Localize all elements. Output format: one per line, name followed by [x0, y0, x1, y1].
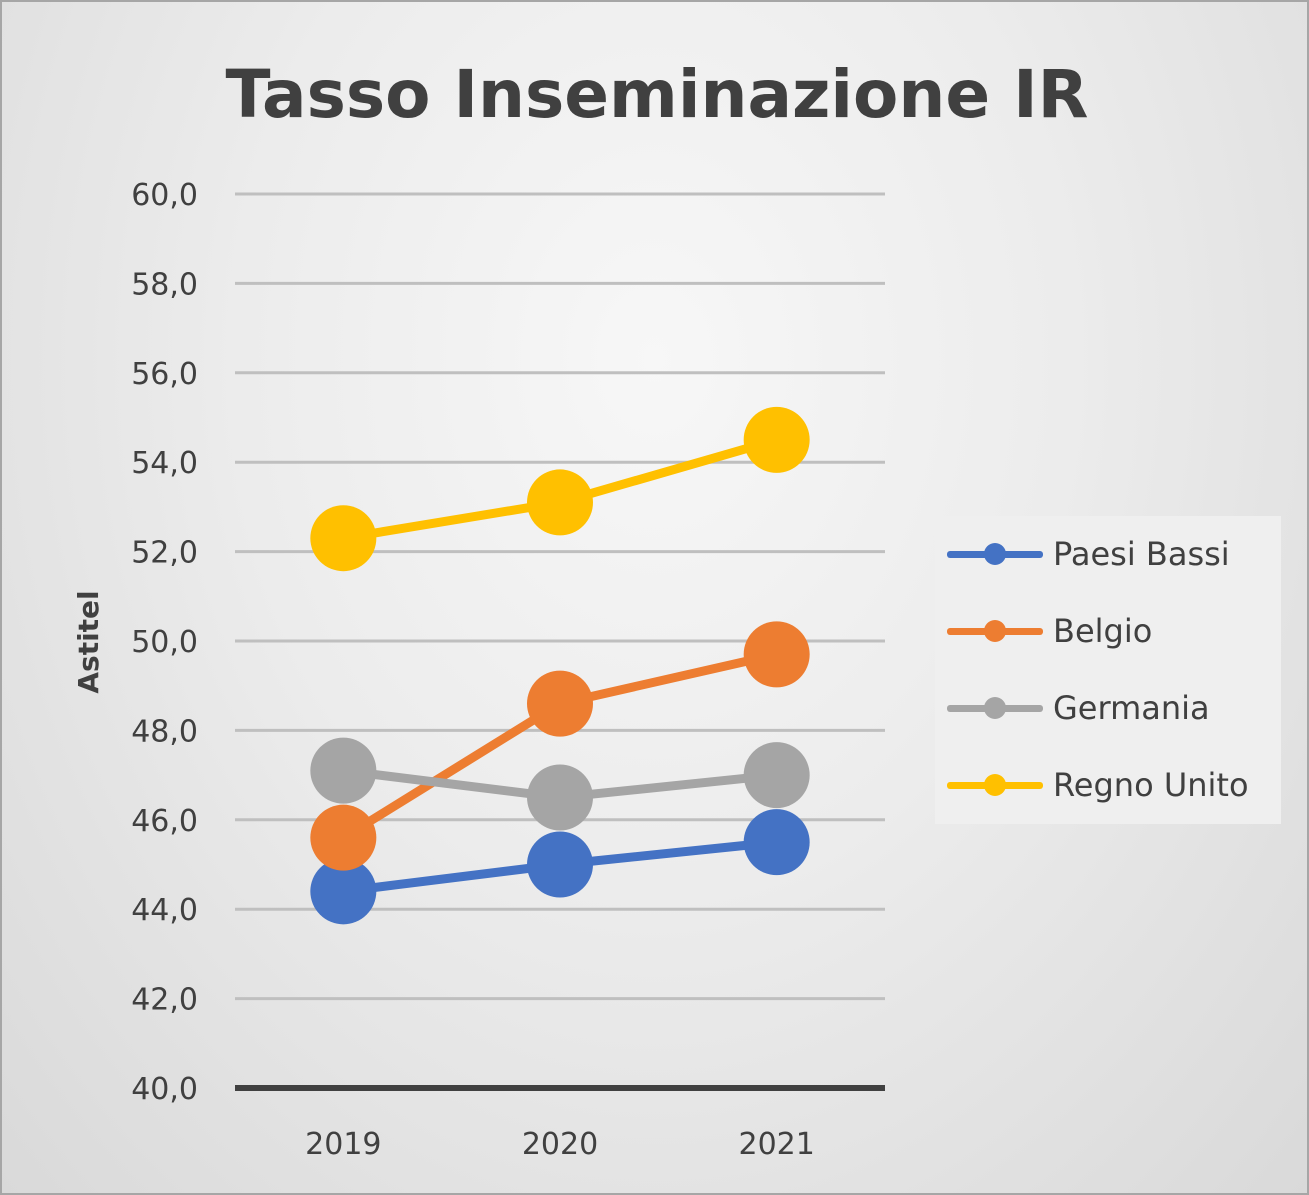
y-tick-label: 54,0: [131, 446, 198, 481]
x-tick-label: 2019: [305, 1127, 381, 1162]
data-point-germania: [310, 737, 377, 804]
y-tick-label: 40,0: [131, 1072, 198, 1107]
y-axis-ticks: 40,0 42,0 44,0 46,0 48,0 50,0 52,0 54,0 56,0 58,0…: [131, 178, 198, 1107]
series-layer: [310, 406, 810, 925]
legend-label: Belgio: [1053, 612, 1153, 650]
series-belgio: [310, 621, 810, 871]
data-point-paesi-bassi: [310, 858, 377, 925]
y-tick-label: 42,0: [131, 983, 198, 1018]
data-point-paesi-bassi: [527, 831, 593, 898]
series-paesi-bassi: [310, 809, 810, 925]
y-tick-label: 52,0: [131, 536, 198, 571]
legend-item-germania[interactable]: Germania: [935, 688, 1210, 728]
legend-item-paesi-bassi[interactable]: Paesi Bassi: [935, 534, 1230, 574]
legend-item-regno-unito[interactable]: Regno Unito: [935, 765, 1249, 805]
series-regno-unito: [310, 406, 810, 572]
y-tick-label: 50,0: [131, 625, 198, 660]
y-tick-label: 58,0: [131, 267, 198, 302]
data-point-germania: [743, 742, 810, 809]
data-point-belgio: [527, 670, 593, 737]
data-point-germania: [527, 764, 593, 831]
legend-swatch-belgio: [935, 611, 1043, 651]
legend-label: Regno Unito: [1053, 766, 1249, 804]
legend-swatch-paesi-bassi: [935, 534, 1043, 574]
data-point-paesi-bassi: [743, 809, 810, 876]
y-tick-label: 60,0: [131, 178, 198, 213]
legend-swatch-germania: [935, 688, 1043, 728]
data-point-belgio: [743, 621, 810, 688]
y-tick-label: 48,0: [131, 714, 198, 749]
data-point-regno-unito: [310, 505, 377, 572]
legend: Paesi Bassi Belgio Germania Regno Unito: [935, 516, 1281, 824]
x-axis-ticks: 2019 2020 2021: [305, 1127, 815, 1162]
series-germania: [310, 737, 810, 831]
legend-label: Paesi Bassi: [1053, 535, 1230, 573]
y-tick-label: 46,0: [131, 804, 198, 839]
x-tick-label: 2021: [738, 1127, 814, 1162]
y-axis-label: Astitel: [72, 590, 105, 693]
y-tick-label: 56,0: [131, 357, 198, 392]
data-point-regno-unito: [527, 469, 593, 536]
legend-item-belgio[interactable]: Belgio: [935, 611, 1152, 651]
x-tick-label: 2020: [522, 1127, 598, 1162]
legend-label: Germania: [1053, 689, 1210, 727]
chart-title: Tasso Inseminazione IR: [226, 56, 1089, 133]
legend-swatch-regno-unito: [935, 765, 1043, 805]
data-point-belgio: [310, 804, 377, 871]
data-point-regno-unito: [743, 406, 810, 473]
y-tick-label: 44,0: [131, 893, 198, 928]
